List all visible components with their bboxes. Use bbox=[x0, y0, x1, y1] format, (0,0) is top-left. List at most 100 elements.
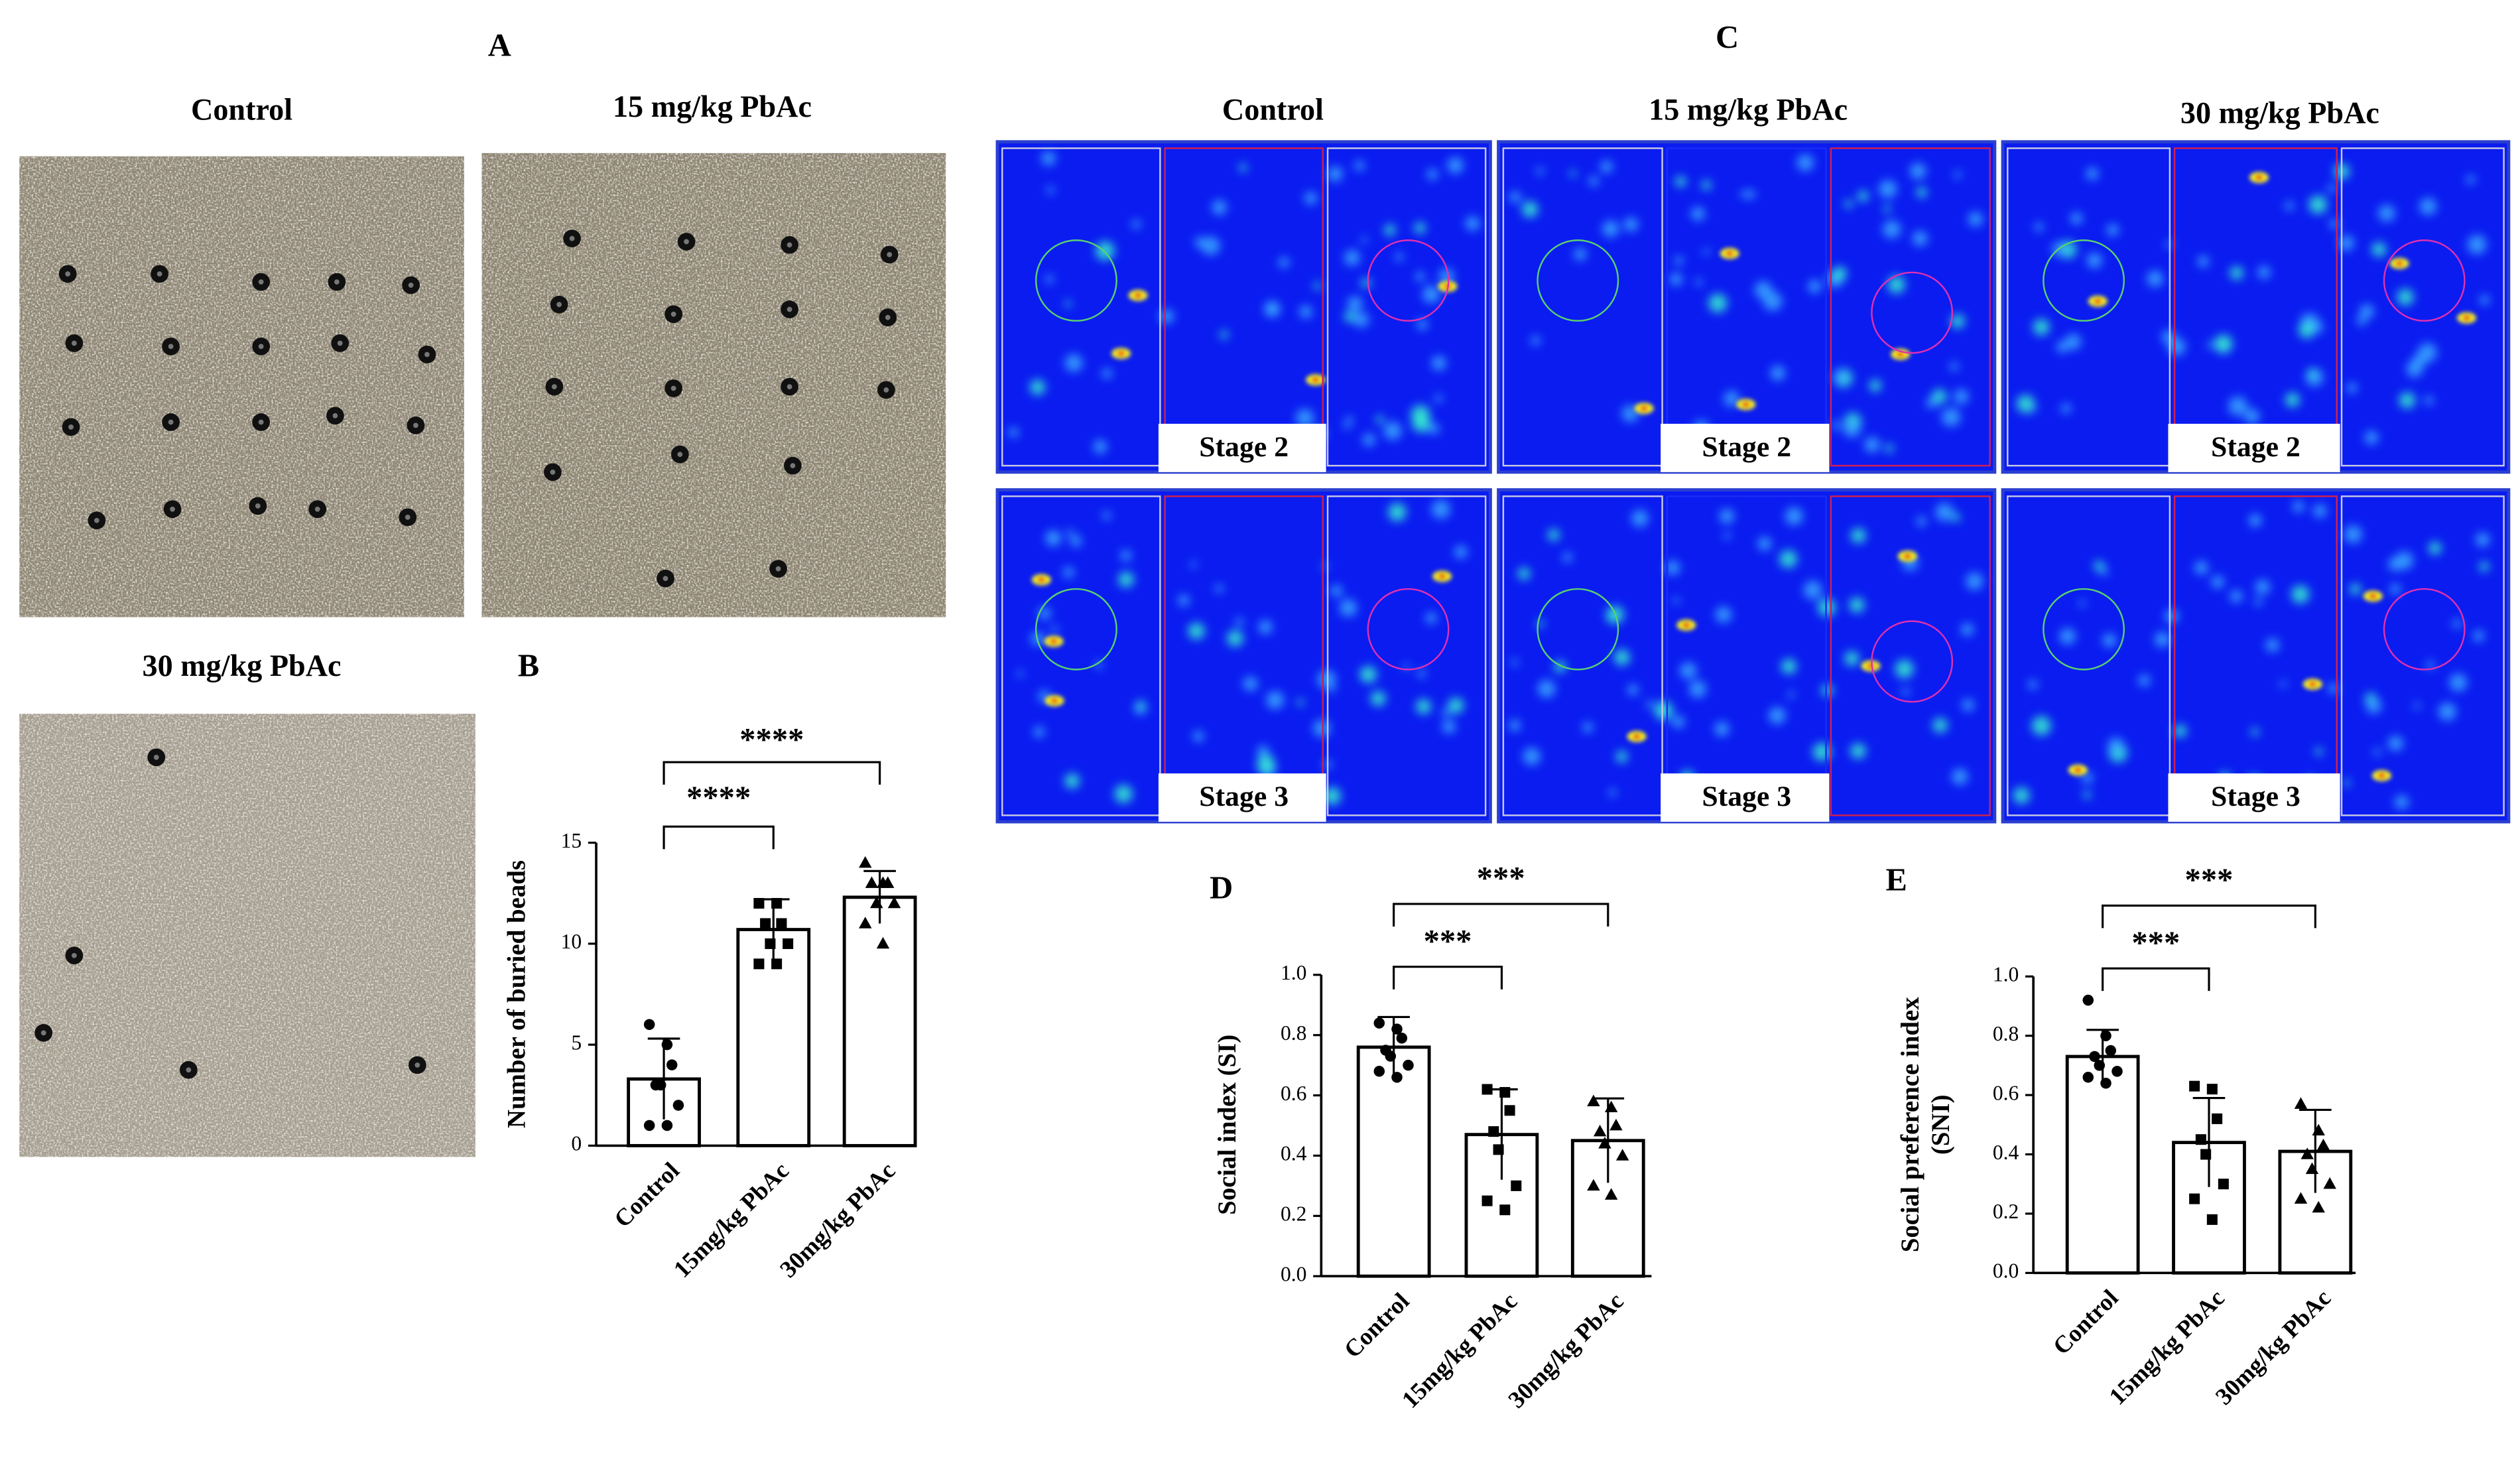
bead-hole bbox=[787, 242, 792, 248]
heat-blob bbox=[2094, 560, 2104, 571]
heat-blob bbox=[2399, 392, 2416, 409]
heat-blob bbox=[1864, 436, 1880, 453]
heat-blob bbox=[2244, 409, 2260, 424]
heat-blob bbox=[1008, 427, 1019, 438]
data-point bbox=[2294, 1192, 2308, 1204]
heat-blob bbox=[1672, 715, 1685, 729]
bead-hole bbox=[408, 283, 414, 288]
heat-blobs bbox=[1509, 154, 1984, 453]
data-point bbox=[887, 896, 901, 909]
heat-blob bbox=[2165, 609, 2179, 623]
heat-blob bbox=[1416, 698, 1432, 714]
arena bbox=[995, 140, 1492, 474]
data-point bbox=[2189, 1080, 2200, 1092]
heat-blob bbox=[1754, 281, 1773, 299]
data-point bbox=[876, 936, 890, 949]
heat-blob bbox=[1426, 168, 1438, 180]
heat-spot-core bbox=[1037, 577, 1046, 583]
heat-spots bbox=[2088, 172, 2477, 324]
data-point bbox=[1481, 1084, 1493, 1095]
heat-blob bbox=[1966, 572, 1984, 590]
data-point bbox=[2206, 1214, 2218, 1225]
heat-blob bbox=[1131, 220, 1141, 229]
heat-blob bbox=[2419, 198, 2437, 216]
data-point bbox=[1615, 1149, 1629, 1161]
heat-blob bbox=[1344, 249, 1360, 266]
heat-blob bbox=[1941, 407, 1961, 427]
heat-blob bbox=[1883, 205, 1891, 213]
bead-hole bbox=[314, 506, 320, 512]
heat-blob bbox=[1064, 353, 1083, 372]
heat-blob bbox=[1690, 206, 1705, 221]
bead-hole bbox=[186, 1067, 192, 1073]
data-point bbox=[643, 1019, 655, 1030]
y-tick-label: 0 bbox=[571, 1132, 582, 1155]
heat-blob bbox=[2173, 724, 2187, 738]
heat-blob bbox=[1569, 170, 1576, 177]
heat-blob bbox=[1417, 318, 1428, 330]
heat-blob bbox=[1757, 537, 1772, 551]
heat-blob bbox=[1062, 566, 1074, 578]
heat-blob bbox=[2394, 795, 2409, 810]
bead-hole bbox=[258, 344, 264, 350]
heat-blob bbox=[2350, 583, 2361, 595]
bead-hole bbox=[68, 424, 74, 430]
y-tick-label: 0.6 bbox=[1281, 1082, 1306, 1105]
heat-blob bbox=[1954, 389, 1969, 405]
y-tick-label: 1.0 bbox=[1993, 963, 2019, 986]
data-point bbox=[2212, 1113, 2223, 1124]
heat-blob bbox=[1066, 529, 1074, 537]
bead-hole bbox=[887, 251, 893, 257]
data-point bbox=[2195, 1134, 2206, 1145]
cage bbox=[1035, 588, 1117, 671]
heat-blob bbox=[2452, 619, 2462, 629]
data-point bbox=[661, 1120, 673, 1131]
heat-blob bbox=[2466, 175, 2476, 184]
cage bbox=[1367, 239, 1450, 322]
heat-blob bbox=[1703, 248, 1710, 255]
cage bbox=[1871, 271, 1954, 354]
heat-blob bbox=[1832, 421, 1841, 430]
heat-blob bbox=[1926, 397, 1937, 409]
bead-hole bbox=[670, 311, 676, 317]
heat-blob bbox=[1220, 330, 1229, 339]
heat-blob bbox=[1370, 690, 1386, 706]
heat-blobs bbox=[1017, 499, 1468, 806]
heat-blob bbox=[1968, 212, 1984, 227]
heat-blob bbox=[1665, 560, 1680, 576]
y-axis-label: Social index (SI) bbox=[1213, 1035, 1241, 1215]
stage-label: Stage 2 bbox=[1199, 431, 1289, 463]
heat-blob bbox=[2257, 265, 2271, 279]
heat-blob bbox=[2299, 322, 2315, 339]
heat-blob bbox=[2211, 575, 2224, 589]
heat-blob bbox=[1188, 622, 1205, 640]
heat-blob bbox=[1562, 552, 1572, 562]
heat-blob bbox=[2371, 242, 2387, 257]
bead-hole bbox=[337, 340, 343, 346]
heat-blob bbox=[1431, 499, 1450, 519]
heat-spot-core bbox=[2395, 261, 2404, 267]
heat-blob bbox=[1304, 192, 1318, 205]
cage bbox=[1537, 239, 1619, 322]
bead-hole bbox=[787, 306, 792, 312]
heat-blob bbox=[1425, 612, 1437, 624]
heat-blob bbox=[1950, 362, 1959, 371]
chamber bbox=[1001, 147, 1161, 467]
photo-caption: 30 mg/kg PbAc bbox=[143, 649, 342, 682]
data-point bbox=[859, 856, 872, 868]
heat-blob bbox=[1239, 163, 1247, 172]
x-tick-label: Control bbox=[609, 1157, 684, 1233]
bead-hole bbox=[258, 419, 264, 425]
heat-blob bbox=[1960, 623, 1974, 636]
heat-blob bbox=[1202, 236, 1220, 255]
data-point bbox=[2294, 1097, 2308, 1109]
photo-texture bbox=[19, 156, 464, 617]
stage-label: Stage 2 bbox=[2211, 431, 2300, 463]
significance-bracket bbox=[1393, 903, 1609, 927]
heat-blob bbox=[1695, 278, 1703, 286]
heat-blob bbox=[1448, 697, 1464, 714]
bead-hole bbox=[790, 463, 796, 469]
heat-spot-core bbox=[1682, 622, 1690, 628]
data-point bbox=[870, 896, 883, 909]
